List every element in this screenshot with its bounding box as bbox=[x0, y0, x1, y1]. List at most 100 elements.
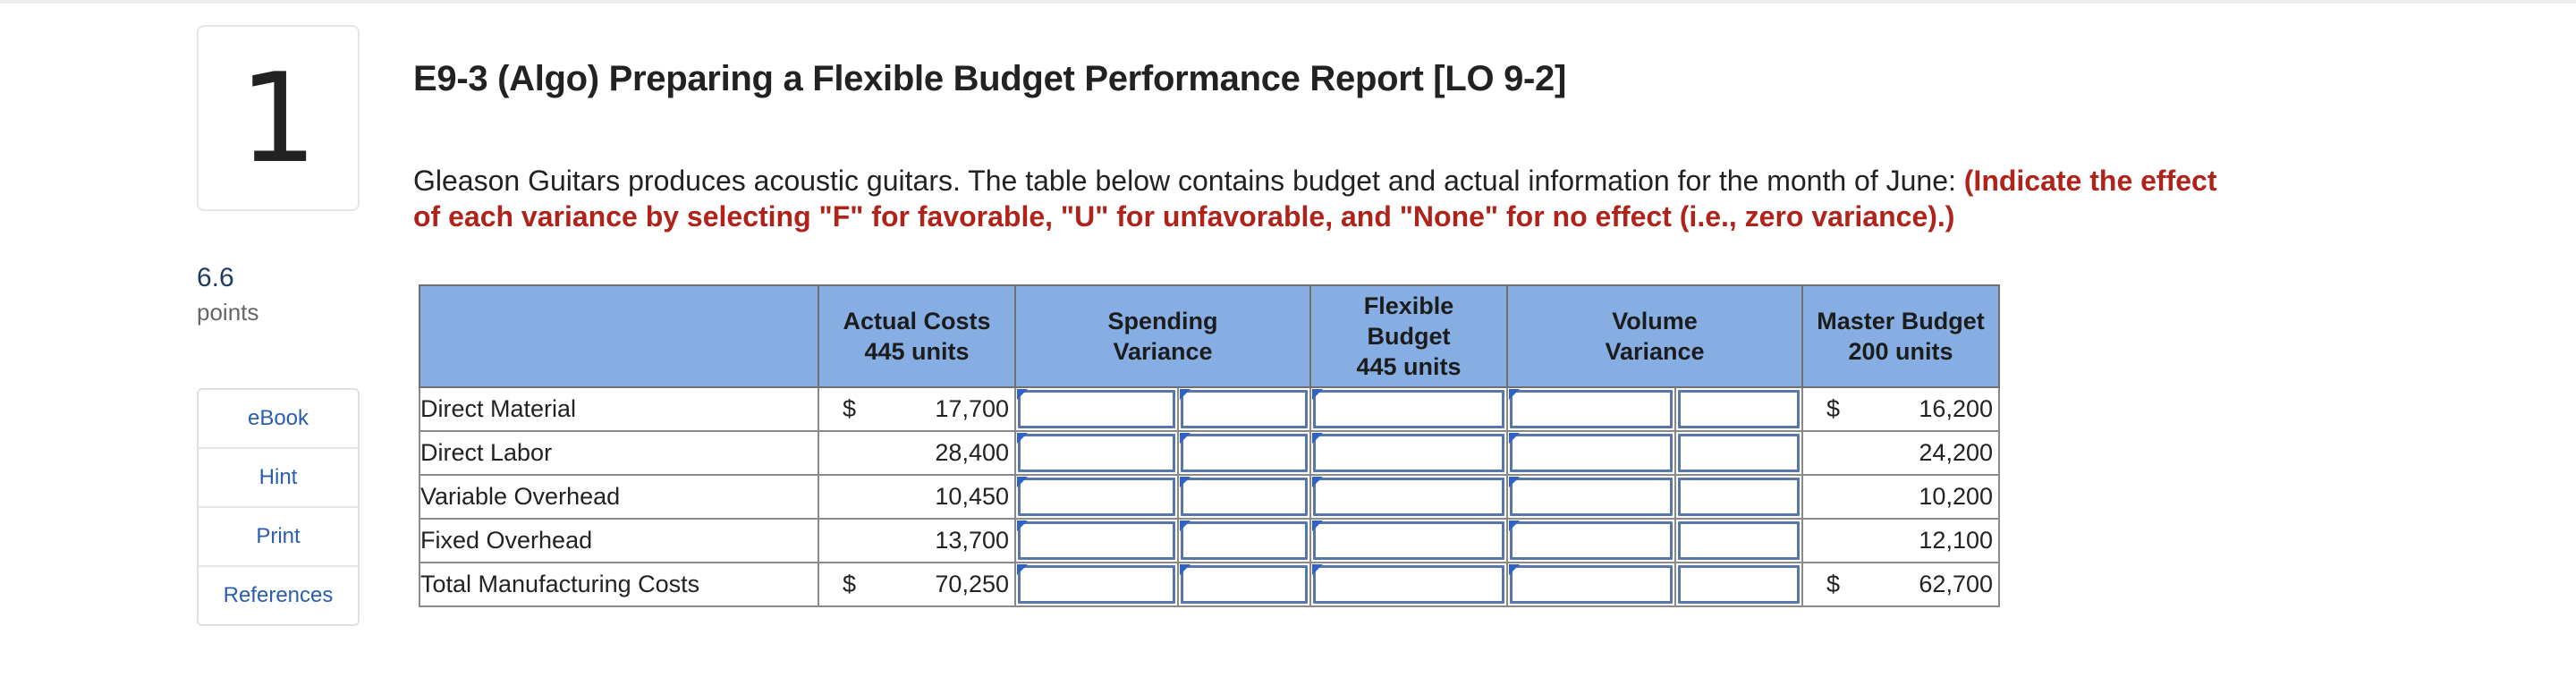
volume-effect-select[interactable] bbox=[1678, 390, 1800, 428]
spending-variance-input[interactable] bbox=[1018, 478, 1175, 516]
volume-variance-input[interactable] bbox=[1510, 521, 1673, 560]
indicator-icon bbox=[1180, 564, 1191, 575]
dollar-sign: $ bbox=[1826, 395, 1841, 422]
ebook-button[interactable]: eBook bbox=[199, 390, 358, 449]
indicator-icon bbox=[1312, 564, 1323, 575]
indicator-icon bbox=[1312, 477, 1323, 487]
spending-effect-cell bbox=[1177, 474, 1311, 520]
indicator-icon bbox=[1017, 389, 1028, 400]
spending-variance-cell bbox=[1014, 430, 1179, 476]
header-label-blank bbox=[419, 284, 819, 388]
spending-variance-cell bbox=[1014, 562, 1179, 607]
flexible-budget-input[interactable] bbox=[1313, 565, 1504, 604]
references-button[interactable]: References bbox=[223, 583, 334, 607]
flexible-budget-input[interactable] bbox=[1313, 434, 1504, 472]
dollar-sign: $ bbox=[843, 571, 857, 597]
row-label: Total Manufacturing Costs bbox=[419, 562, 819, 607]
actual-cell: 10,450 bbox=[818, 474, 1016, 520]
indicator-icon bbox=[1180, 389, 1191, 400]
question-intro: Gleason Guitars produces acoustic guitar… bbox=[413, 163, 2247, 234]
volume-variance-input[interactable] bbox=[1510, 565, 1673, 604]
master-cell: 24,200 bbox=[1801, 430, 2000, 476]
spending-effect-select[interactable] bbox=[1181, 565, 1308, 604]
volume-variance-cell bbox=[1506, 562, 1676, 607]
question-tools: eBook Hint Print References bbox=[197, 388, 360, 626]
spending-variance-input[interactable] bbox=[1018, 434, 1175, 472]
indicator-icon bbox=[1017, 433, 1028, 444]
volume-effect-select[interactable] bbox=[1678, 434, 1800, 472]
actual-cell: 13,700 bbox=[818, 518, 1016, 563]
flexible-budget-cell bbox=[1309, 386, 1508, 432]
volume-effect-cell bbox=[1674, 518, 1803, 563]
actual-value: 13,700 bbox=[935, 527, 1009, 554]
volume-variance-input[interactable] bbox=[1510, 390, 1673, 428]
print-button[interactable]: Print bbox=[199, 508, 358, 567]
indicator-icon bbox=[1180, 477, 1191, 487]
spending-effect-select[interactable] bbox=[1181, 478, 1308, 516]
spending-effect-cell bbox=[1177, 518, 1311, 563]
indicator-icon bbox=[1017, 564, 1028, 575]
master-value: 62,700 bbox=[1919, 571, 1993, 597]
volume-variance-cell bbox=[1506, 430, 1676, 476]
spending-effect-select[interactable] bbox=[1181, 434, 1308, 472]
spending-variance-cell bbox=[1014, 474, 1179, 520]
flexible-budget-cell bbox=[1309, 430, 1508, 476]
hint-button[interactable]: Hint bbox=[199, 449, 358, 508]
spending-variance-input[interactable] bbox=[1018, 521, 1175, 560]
spending-effect-select[interactable] bbox=[1181, 521, 1308, 560]
row-label: Fixed Overhead bbox=[419, 518, 819, 563]
table-row: Direct Labor 28,400 24,200 bbox=[419, 430, 2000, 476]
header-volume-variance: Volume Variance bbox=[1506, 284, 1803, 388]
indicator-icon bbox=[1509, 389, 1520, 400]
spending-variance-cell bbox=[1014, 518, 1179, 563]
volume-variance-cell bbox=[1506, 474, 1676, 520]
actual-cell: 28,400 bbox=[818, 430, 1016, 476]
master-cell: $62,700 bbox=[1801, 562, 2000, 607]
spending-variance-cell bbox=[1014, 386, 1179, 432]
flexible-budget-cell bbox=[1309, 518, 1508, 563]
master-value: 16,200 bbox=[1919, 395, 1993, 422]
master-value: 12,100 bbox=[1919, 527, 1993, 554]
flexible-budget-input[interactable] bbox=[1313, 521, 1504, 560]
flexible-budget-input[interactable] bbox=[1313, 478, 1504, 516]
table-row: Total Manufacturing Costs $70,250 $62,70… bbox=[419, 562, 2000, 607]
indicator-icon bbox=[1312, 520, 1323, 531]
indicator-icon bbox=[1509, 433, 1520, 444]
actual-cell: $17,700 bbox=[818, 386, 1016, 432]
volume-effect-cell bbox=[1674, 474, 1803, 520]
volume-effect-select[interactable] bbox=[1678, 478, 1800, 516]
actual-value: 10,450 bbox=[935, 483, 1009, 510]
master-cell: 12,100 bbox=[1801, 518, 2000, 563]
master-cell: 10,200 bbox=[1801, 474, 2000, 520]
spending-effect-select[interactable] bbox=[1181, 390, 1308, 428]
header-flexible-budget: Flexible Budget 445 units bbox=[1309, 284, 1508, 388]
indicator-icon bbox=[1509, 520, 1520, 531]
volume-effect-select[interactable] bbox=[1678, 521, 1800, 560]
flexible-budget-cell bbox=[1309, 474, 1508, 520]
indicator-icon bbox=[1509, 477, 1520, 487]
dollar-sign: $ bbox=[843, 395, 857, 422]
table-row: Direct Material $17,700 $16,200 bbox=[419, 386, 2000, 432]
master-value: 10,200 bbox=[1919, 483, 1993, 510]
row-label: Direct Labor bbox=[419, 430, 819, 476]
volume-variance-cell bbox=[1506, 386, 1676, 432]
indicator-icon bbox=[1180, 520, 1191, 531]
flexible-budget-input[interactable] bbox=[1313, 390, 1504, 428]
question-number: 1 bbox=[197, 25, 360, 211]
points-value: 6.6 bbox=[197, 263, 234, 292]
volume-effect-select[interactable] bbox=[1678, 565, 1800, 604]
actual-cell: $70,250 bbox=[818, 562, 1016, 607]
dollar-sign: $ bbox=[1826, 571, 1841, 597]
volume-variance-input[interactable] bbox=[1510, 434, 1673, 472]
spending-variance-input[interactable] bbox=[1018, 390, 1175, 428]
row-label: Variable Overhead bbox=[419, 474, 819, 520]
indicator-icon bbox=[1312, 433, 1323, 444]
actual-value: 70,250 bbox=[935, 571, 1009, 597]
header-actual-costs: Actual Costs 445 units bbox=[818, 284, 1016, 388]
header-spending-variance: Spending Variance bbox=[1014, 284, 1311, 388]
indicator-icon bbox=[1017, 477, 1028, 487]
volume-variance-input[interactable] bbox=[1510, 478, 1673, 516]
master-value: 24,200 bbox=[1919, 439, 1993, 466]
actual-value: 28,400 bbox=[935, 439, 1009, 466]
spending-variance-input[interactable] bbox=[1018, 565, 1175, 604]
